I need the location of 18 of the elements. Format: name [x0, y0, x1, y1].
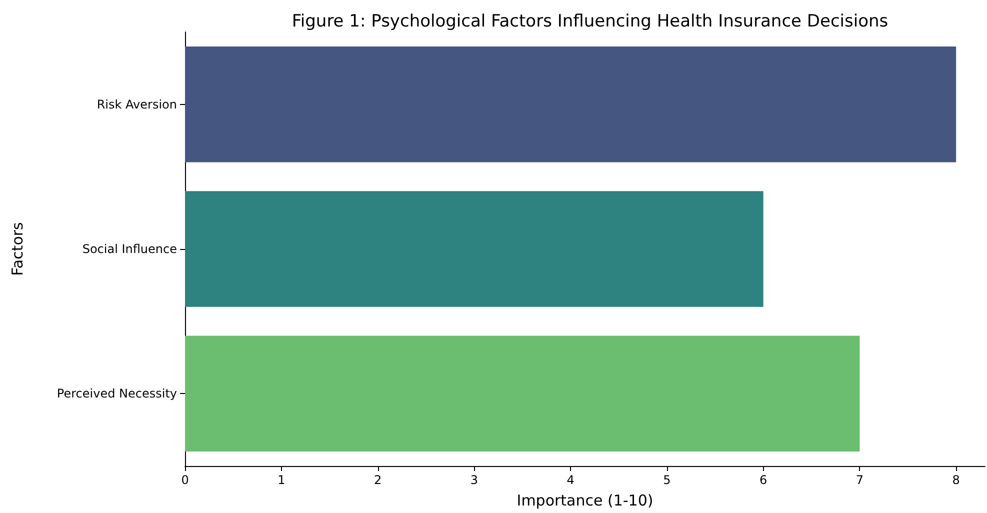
x-axis-title: Importance (1-10)	[516, 492, 654, 510]
bar	[185, 46, 956, 162]
y-tick-label: Risk Aversion	[96, 97, 177, 112]
bar	[185, 191, 764, 307]
y-tick-label: Perceived Necessity	[56, 386, 177, 401]
x-tick-label: 2	[374, 473, 382, 487]
x-tick-label: 0	[181, 473, 189, 487]
y-axis-title: Factors	[8, 222, 26, 276]
x-tick-label: 3	[470, 473, 478, 487]
y-tick-label: Social Influence	[82, 242, 177, 256]
chart-title: Figure 1: Psychological Factors Influencing Health Insurance Decisions	[292, 12, 888, 32]
x-tick-label: 4	[566, 473, 574, 487]
x-tick-label: 1	[278, 473, 286, 487]
bar	[185, 336, 860, 452]
x-tick-label: 7	[856, 473, 864, 487]
x-tick-label: 6	[759, 473, 768, 487]
x-tick-label: 5	[663, 473, 671, 487]
x-tick-label: 8	[952, 473, 960, 487]
